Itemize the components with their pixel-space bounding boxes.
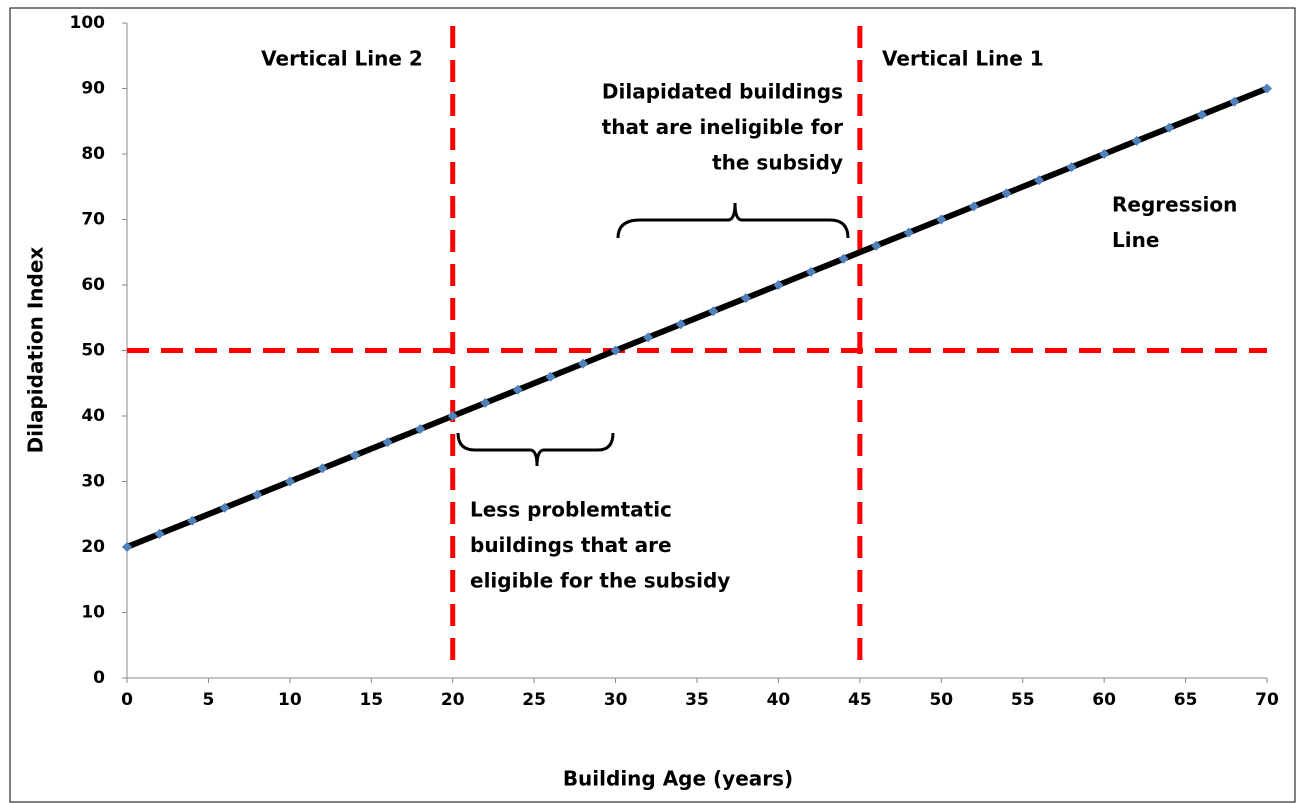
annotation: eligible for the subsidy xyxy=(470,569,730,593)
y-axis-label: Dilapidation Index xyxy=(24,247,48,454)
point xyxy=(154,528,165,539)
x-tick-label: 15 xyxy=(359,690,383,710)
y-tick-label: 40 xyxy=(81,406,105,426)
x-tick-label: 55 xyxy=(1011,690,1035,710)
point xyxy=(1001,188,1012,199)
y-tick-label: 70 xyxy=(81,210,105,230)
point xyxy=(806,266,816,277)
point xyxy=(903,227,914,238)
point xyxy=(675,319,686,330)
x-tick-label: 50 xyxy=(929,690,953,710)
annotation: Less problemtatic xyxy=(470,498,672,522)
x-tick-label: 45 xyxy=(848,690,872,710)
point xyxy=(219,502,230,513)
point xyxy=(1099,149,1110,159)
point xyxy=(740,293,751,304)
point xyxy=(122,542,132,552)
point xyxy=(1229,96,1240,107)
annotation: Line xyxy=(1112,228,1159,252)
point xyxy=(512,384,523,395)
point xyxy=(447,411,458,421)
point xyxy=(968,201,979,212)
point xyxy=(350,450,360,461)
x-tick-label: 65 xyxy=(1174,690,1198,710)
x-tick-label: 70 xyxy=(1255,690,1279,710)
y-tick-label: 10 xyxy=(81,603,105,623)
point xyxy=(480,397,491,408)
brace xyxy=(616,202,850,239)
point xyxy=(936,214,947,225)
x-axis-label: Building Age (years) xyxy=(563,767,793,791)
x-tick-label: 0 xyxy=(121,690,133,710)
regression-line xyxy=(125,85,1269,550)
x-tick-label: 30 xyxy=(604,690,628,710)
x-tick-label: 60 xyxy=(1092,690,1116,710)
point xyxy=(382,437,393,448)
point xyxy=(1262,83,1272,94)
point xyxy=(545,371,556,382)
annotation: that are ineligible for xyxy=(602,115,843,139)
point xyxy=(871,240,882,251)
y-tick-label: 20 xyxy=(81,537,105,557)
annotation: Vertical Line 1 xyxy=(882,47,1044,71)
point xyxy=(578,358,588,369)
point xyxy=(415,424,426,435)
x-tick-label: 20 xyxy=(441,690,465,710)
point xyxy=(838,253,849,264)
point xyxy=(1196,109,1207,120)
y-tick-label: 90 xyxy=(81,79,105,99)
point xyxy=(1164,122,1175,133)
annotation: buildings that are xyxy=(470,533,672,557)
annotation: the subsidy xyxy=(712,151,843,175)
y-tick-label: 80 xyxy=(81,144,105,164)
y-tick-label: 0 xyxy=(93,668,105,688)
y-tick-label: 60 xyxy=(81,275,105,295)
point xyxy=(708,306,719,317)
x-tick-label: 40 xyxy=(767,690,791,710)
point xyxy=(773,280,784,290)
chart-frame xyxy=(9,7,1296,803)
point xyxy=(284,476,295,487)
x-tick-label: 5 xyxy=(203,690,215,710)
annotation: Dilapidated buildings xyxy=(602,80,843,104)
y-tick-label: 30 xyxy=(81,472,105,492)
y-tick-label: 50 xyxy=(81,341,105,361)
x-tick-label: 35 xyxy=(685,690,709,710)
annotation: Regression xyxy=(1112,193,1237,217)
point xyxy=(643,332,654,343)
point xyxy=(1066,162,1077,173)
point xyxy=(187,515,198,526)
point xyxy=(610,345,621,356)
x-tick-label: 25 xyxy=(522,690,546,710)
point xyxy=(317,463,328,474)
brace xyxy=(456,432,615,467)
point xyxy=(252,489,263,500)
point xyxy=(1034,175,1044,186)
point xyxy=(1131,135,1142,146)
annotation: Vertical Line 2 xyxy=(261,47,423,71)
x-tick-label: 10 xyxy=(278,690,302,710)
y-tick-label: 100 xyxy=(70,13,106,33)
